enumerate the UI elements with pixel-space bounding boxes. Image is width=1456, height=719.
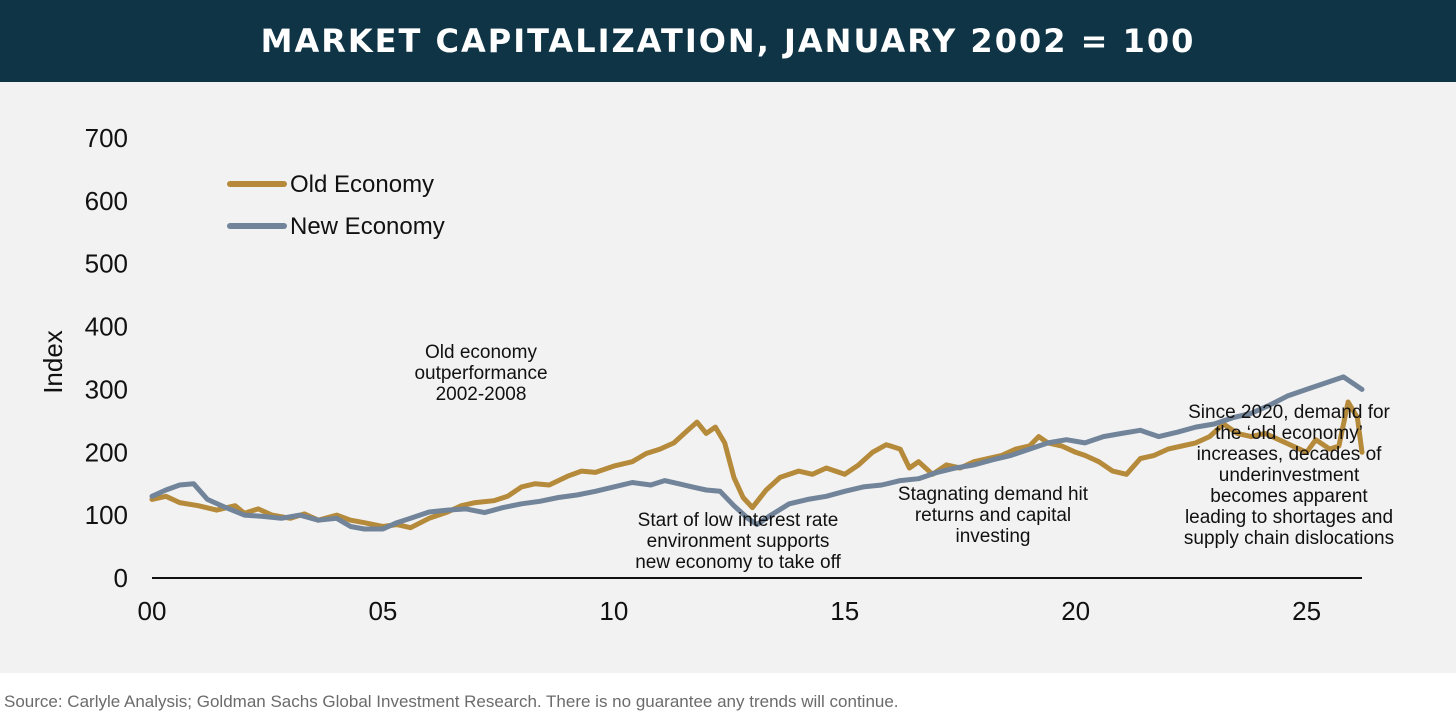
- y-tick-label: 300: [85, 374, 128, 404]
- series-group: [149, 374, 1365, 532]
- y-tick-label: 600: [85, 186, 128, 216]
- annotation-line: investing: [956, 526, 1031, 547]
- y-tick-label: 100: [85, 500, 128, 530]
- annotation-line: becomes apparent: [1210, 486, 1368, 507]
- annotation-line: Start of low interest rate: [638, 510, 839, 531]
- annotation-line: supply chain dislocations: [1184, 528, 1394, 549]
- annotations: Old economy outperformance 2002-2008 Start …: [414, 342, 1394, 573]
- annotation-line: leading to shortages and: [1185, 507, 1393, 528]
- annotation-line: increases, decades of: [1197, 444, 1383, 465]
- y-axis-ticks: 0 100 200 300 400 500 600 700: [85, 123, 128, 593]
- y-tick-label: 500: [85, 249, 128, 279]
- y-tick-label: 400: [85, 312, 128, 342]
- annotation-text: Stagnating demand hit returns and capital…: [898, 484, 1089, 547]
- annotation-line: underinvestment: [1219, 465, 1360, 486]
- annotation-line: environment supports: [647, 531, 830, 552]
- x-tick-label: 10: [599, 596, 628, 626]
- legend-old-economy-label: Old Economy: [290, 171, 434, 198]
- y-tick-label: 0: [114, 563, 128, 593]
- x-tick-label: 00: [138, 596, 167, 626]
- chart-header: MARKET CAPITALIZATION, JANUARY 2002 = 10…: [0, 0, 1456, 82]
- x-tick-label: 25: [1292, 596, 1321, 626]
- x-axis-ticks: 00 05 10 15 20 25: [138, 596, 1322, 626]
- annotation-line: new economy to take off: [635, 552, 841, 573]
- x-tick-label: 15: [830, 596, 859, 626]
- series-line-new-economy: [149, 374, 1365, 532]
- annotation-line: outperformance: [414, 363, 547, 384]
- x-tick-label: 20: [1061, 596, 1090, 626]
- source-note: Source: Carlyle Analysis; Goldman Sachs …: [4, 692, 899, 711]
- series-line-old-economy: [149, 399, 1365, 531]
- annotation-line: Since 2020, demand for: [1188, 402, 1390, 423]
- annotation-text: Since 2020, demand for the ‘old economy’ i…: [1184, 402, 1394, 549]
- legend-new-economy-label: New Economy: [290, 213, 445, 240]
- annotation-line: returns and capital: [915, 505, 1071, 526]
- y-axis-label: Index: [38, 330, 68, 394]
- y-tick-label: 700: [85, 123, 128, 153]
- chart-panel: [0, 82, 1456, 673]
- x-tick-label: 05: [368, 596, 397, 626]
- chart-title: MARKET CAPITALIZATION, JANUARY 2002 = 10…: [260, 22, 1196, 60]
- annotation-line: Stagnating demand hit: [898, 484, 1089, 505]
- annotation-text: Old economy outperformance 2002-2008: [414, 342, 547, 405]
- annotation-line: the ‘old economy’: [1215, 423, 1363, 444]
- annotation-line: Old economy: [425, 342, 537, 363]
- y-tick-label: 200: [85, 437, 128, 467]
- annotation-line: 2002-2008: [436, 384, 527, 405]
- legend: Old Economy New Economy: [227, 171, 445, 240]
- annotation-text: Start of low interest rate environment su…: [635, 510, 841, 573]
- y-axis-label-group: Index: [38, 330, 68, 394]
